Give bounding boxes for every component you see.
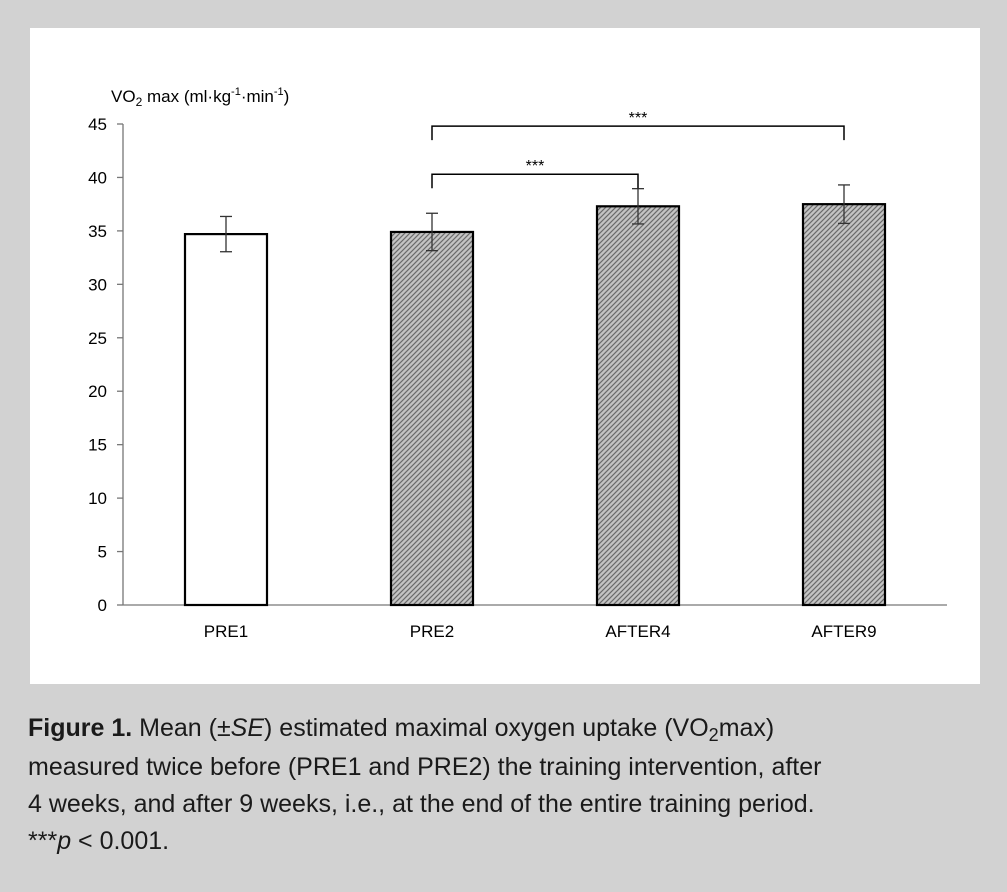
ylabel-end: ) [284, 87, 290, 106]
caption-p: p [57, 827, 72, 855]
caption-o2: O [689, 714, 709, 742]
caption-part2: ) estimated maximal oxygen uptake (V [264, 714, 690, 742]
x-tick-label-pre2: PRE2 [410, 622, 454, 641]
bar-pre2 [389, 230, 475, 607]
ylabel-v: V [111, 87, 123, 106]
caption-pval: < 0.001. [71, 827, 170, 855]
y-tick-label-40: 40 [88, 168, 107, 187]
significance-brackets: *** *** [431, 110, 845, 189]
y-tick-label-45: 45 [88, 115, 107, 134]
y-tick-label-20: 20 [88, 382, 107, 401]
significance-label-1: *** [526, 158, 545, 175]
y-tick-label-10: 10 [88, 489, 107, 508]
significance-label-2: *** [629, 110, 648, 127]
caption-line3: 4 weeks, and after 9 weeks, i.e., at the… [28, 790, 815, 818]
y-tick-label-25: 25 [88, 329, 107, 348]
plot-panel: VO2 max (ml·kg-1·min-1) 0 5 10 15 20 25 30 35 40… [30, 28, 980, 684]
y-tick-label-35: 35 [88, 222, 107, 241]
y-tick-label-5: 5 [98, 543, 107, 562]
ylabel-exp1: -1 [231, 86, 241, 98]
ylabel-mid2: ·min [241, 87, 274, 106]
caption-o2-sub: 2 [708, 725, 719, 745]
ylabel-mid: max (ml·kg [142, 87, 231, 106]
caption-part3: max) [718, 714, 775, 742]
figure-label: Figure 1. [28, 714, 133, 742]
y-axis-label: VO2 max (ml·kg-1·min-1) [111, 86, 289, 109]
bar-after9 [801, 203, 887, 607]
significance-bracket-1 [431, 173, 639, 189]
caption-stars: *** [28, 827, 58, 855]
y-tick-label-0: 0 [98, 596, 107, 615]
bar-after4 [595, 205, 681, 607]
caption-part1: Mean (± [132, 714, 231, 742]
bar-pre1 [183, 232, 269, 607]
bar-chart: VO2 max (ml·kg-1·min-1) 0510152025303540… [88, 86, 947, 641]
caption-se: SE [230, 714, 265, 742]
ylabel-exp2: -1 [274, 86, 284, 98]
x-tick-label-after4: AFTER4 [605, 622, 670, 641]
caption-line2: measured twice before (PRE1 and PRE2) th… [28, 753, 822, 781]
x-tick-label-pre1: PRE1 [204, 622, 248, 641]
figure-caption: Figure 1. Mean (±SE) estimated maximal o… [28, 710, 988, 860]
bars: PRE1 PRE2 AFTER4 AFTER9 [183, 184, 887, 641]
y-tick-label-15: 15 [88, 436, 107, 455]
significance-bracket-2 [431, 125, 845, 141]
ylabel-o: O [122, 87, 135, 106]
x-tick-label-after9: AFTER9 [811, 622, 876, 641]
y-tick-label-30: 30 [88, 275, 107, 294]
ylabel-sub: 2 [136, 95, 143, 109]
